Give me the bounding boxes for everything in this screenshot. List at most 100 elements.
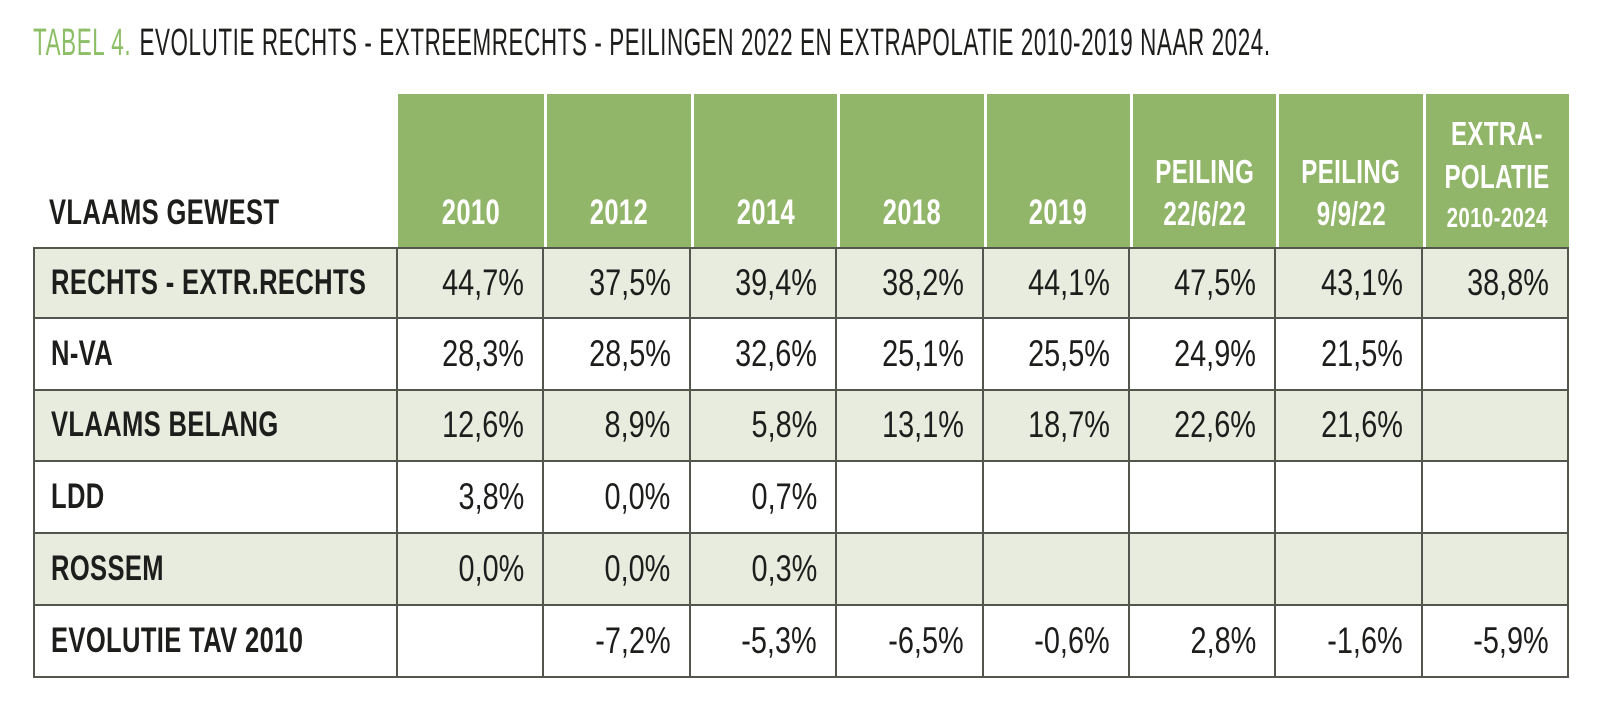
column-header-label: 2010 [442,193,501,233]
column-header-2018: 2018 [837,94,984,247]
column-header-label: PEILING [1301,152,1401,190]
row-label-cell: RECHTS - EXTR.RECHTS [33,247,398,319]
value-cell [1422,462,1569,535]
value-cell: 3,8% [398,462,545,535]
value-cell: -0,6% [983,605,1130,678]
cell-value: 44,7% [442,261,525,303]
cell-value: 21,6% [1320,404,1403,446]
cell-value: 5,8% [751,404,818,446]
column-header-sublabel: 2010-2024 [1446,201,1548,233]
row-label-cell: VLAAMS BELANG [33,390,398,463]
cell-value: -5,9% [1473,619,1549,661]
value-cell: 38,2% [837,247,984,319]
value-cell: 18,7% [983,390,1130,463]
cell-value: 18,7% [1028,404,1110,446]
value-cell [983,534,1130,606]
column-header-2019: 2019 [983,94,1130,247]
column-header-label: 2012 [589,193,649,233]
value-cell [1129,462,1277,535]
cell-value: -1,6% [1327,619,1403,661]
cell-value: 13,1% [881,404,964,446]
cell-value: 3,8% [458,476,525,518]
cell-value: 28,5% [588,332,671,374]
row-label: ROSSEM [51,549,164,589]
value-cell: 39,4% [690,247,838,319]
value-cell: 28,3% [398,318,545,391]
table-title-text: EVOLUTIE RECHTS - EXTREEMRECHTS - PEILIN… [139,22,1271,64]
cell-value: 0,3% [751,548,818,590]
value-cell [1422,318,1569,391]
cell-value: -7,2% [595,619,671,661]
value-cell: 12,6% [398,390,545,463]
cell-value: 8,9% [604,404,671,446]
column-header-label: 2019 [1029,193,1088,233]
value-cell: -7,2% [544,605,691,678]
value-cell: 28,5% [544,318,691,391]
column-header-extrapolatie-2010-2024: EXTRA- POLATIE 2010-2024 [1422,94,1569,247]
cell-value: -6,5% [888,619,964,661]
value-cell: 8,9% [544,390,691,463]
value-cell: 37,5% [544,247,691,319]
cell-value: 25,5% [1028,332,1110,374]
cell-value: 39,4% [735,261,818,303]
column-header-peiling-22-6-22: PEILING 22/6/22 [1129,94,1277,247]
value-cell [1422,390,1569,463]
value-cell: 24,9% [1129,318,1277,391]
value-cell: 25,5% [983,318,1130,391]
value-cell [1129,534,1277,606]
column-header-label: 2018 [882,193,941,233]
value-cell [983,462,1130,535]
cell-value: 32,6% [735,332,818,374]
column-header-label: PEILING [1155,152,1255,190]
row-label: VLAAMS BELANG [51,405,279,445]
table-title: TABEL 4. EVOLUTIE RECHTS - EXTREEMRECHTS … [33,22,1271,64]
cell-value: 0,7% [751,476,818,518]
cell-value: 21,5% [1320,332,1403,374]
column-header-label: EXTRA- [1451,115,1544,153]
value-cell: 21,6% [1276,390,1423,463]
column-header-sublabel: 22/6/22 [1163,195,1247,233]
cell-value: 0,0% [458,548,525,590]
cell-value: 22,6% [1174,404,1257,446]
cell-value: 24,9% [1174,332,1257,374]
row-label-cell: LDD [33,462,398,535]
value-cell: 13,1% [837,390,984,463]
column-header-2012: 2012 [544,94,691,247]
row-label: EVOLUTIE TAV 2010 [51,620,304,660]
value-cell: 0,0% [544,534,691,606]
cell-value: 28,3% [442,332,525,374]
cell-value: 38,2% [881,261,964,303]
value-cell: 22,6% [1129,390,1277,463]
value-cell: 0,0% [398,534,545,606]
value-cell: 2,8% [1129,605,1277,678]
column-header-label: POLATIE [1444,157,1550,195]
row-label: LDD [51,477,105,517]
value-cell: 0,0% [544,462,691,535]
cell-value: -5,3% [741,619,818,661]
cell-value: 2,8% [1190,619,1257,661]
corner-header-vlaams-gewest: VLAAMS GEWEST [33,94,398,247]
value-cell: -5,3% [690,605,838,678]
data-table: VLAAMS GEWEST 2010 2012 2014 2018 2019 P… [33,94,1569,678]
cell-value: 0,0% [604,476,671,518]
value-cell: 47,5% [1129,247,1277,319]
cell-value: 12,6% [442,404,525,446]
cell-value: 37,5% [588,261,671,303]
value-cell: 44,1% [983,247,1130,319]
value-cell: -5,9% [1422,605,1569,678]
row-label-cell: EVOLUTIE TAV 2010 [33,605,398,678]
value-cell [1276,462,1423,535]
column-header-2010: 2010 [398,94,545,247]
cell-value: 47,5% [1174,261,1257,303]
value-cell: 5,8% [690,390,838,463]
value-cell: -6,5% [837,605,984,678]
corner-header-label: VLAAMS GEWEST [49,193,280,233]
row-label-cell: N-VA [33,318,398,391]
value-cell: 0,3% [690,534,838,606]
cell-value: 43,1% [1320,261,1403,303]
value-cell: -1,6% [1276,605,1423,678]
row-label-cell: ROSSEM [33,534,398,606]
cell-value: 0,0% [604,548,671,590]
value-cell [837,534,984,606]
